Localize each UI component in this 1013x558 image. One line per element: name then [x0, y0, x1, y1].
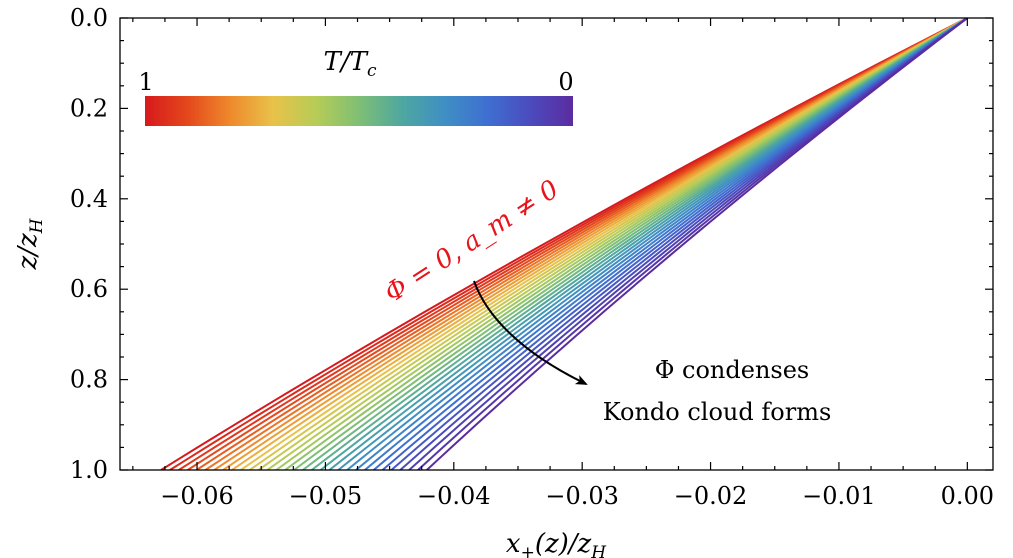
y-tick-label: 1.0: [70, 456, 108, 484]
y-tick-label: 0.2: [70, 94, 108, 122]
y-tick-label: 0.8: [70, 366, 108, 394]
colorbar-title: T/Tc: [324, 47, 377, 81]
x-tick-label: −0.01: [802, 482, 876, 510]
annotation-line2: Kondo cloud forms: [603, 398, 832, 426]
x-axis-label: x+(z)/zH: [506, 529, 607, 558]
colorbar-gradient: [145, 96, 573, 126]
y-tick-label: 0.4: [70, 185, 108, 213]
axis-ticks: [120, 17, 993, 471]
y-tick-labels: 0.0 0.2 0.4 0.6 0.8 1.0: [70, 4, 108, 484]
x-tick-labels: −0.06 −0.05 −0.04 −0.03 −0.02 −0.01 0.00: [160, 482, 994, 510]
svg-text:z/zH: z/zH: [13, 217, 47, 270]
x-tick-label: −0.04: [417, 482, 491, 510]
x-tick-label: 0.00: [941, 482, 994, 510]
y-tick-label: 0.6: [70, 275, 108, 303]
y-axis-label: z/zH: [13, 217, 47, 270]
curve-family: [160, 18, 968, 470]
curve-line: [426, 18, 968, 470]
colorbar-left-label: 1: [138, 68, 153, 96]
x-tick-label: −0.03: [545, 482, 619, 510]
colorbar: 1 0 T/Tc: [138, 47, 574, 126]
x-tick-label: −0.06: [160, 482, 234, 510]
x-tick-label: −0.02: [674, 482, 748, 510]
colorbar-right-label: 0: [558, 68, 573, 96]
x-tick-label: −0.05: [289, 482, 363, 510]
annotation-line1: Φ condenses: [655, 356, 810, 384]
condense-arrow: [473, 280, 588, 385]
y-tick-label: 0.0: [70, 4, 108, 32]
